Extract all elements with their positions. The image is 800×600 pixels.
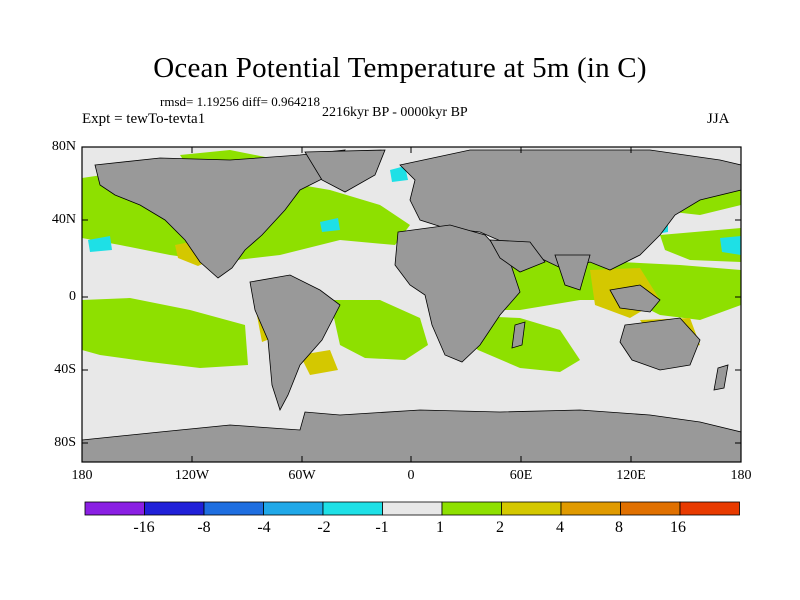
lon-tick-label: 120E [616,468,646,483]
experiment-label: Expt = tewTo-tevta1 [82,111,206,127]
colorbar-label: -1 [375,519,389,536]
lat-tick-label: 40N [51,212,76,227]
landmass-africa [394,224,521,363]
stats-label: rmsd= 1.19256 diff= 0.964218 [160,94,320,109]
colorbar [84,501,740,516]
colorbar-swatch [322,501,383,516]
landmass-india [554,254,591,291]
colorbar-label: 1 [436,519,444,536]
plot-title: Ocean Potential Temperature at 5m (in C) [153,52,647,84]
lat-tick-label: 40S [54,362,76,377]
colorbar-swatch [382,501,443,516]
colorbar-swatch [501,501,562,516]
colorbar-swatch [560,501,621,516]
lon-tick-label: 120W [174,468,210,483]
landmass-eurasia [399,149,742,271]
landmass-new-zealand [713,364,729,391]
lon-tick-label: 0 [407,468,415,483]
period-label: 2216kyr BP - 0000kyr BP [322,105,468,120]
landmass-greenland [304,149,386,193]
lon-tick-label: 180 [71,468,93,483]
colorbar-label: 4 [556,519,564,536]
colorbar-label: -8 [197,519,211,536]
colorbar-swatch [144,501,205,516]
lon-tick-label: 60E [509,468,533,483]
colorbar-swatch [620,501,681,516]
landmass-south-america [249,274,341,412]
landmass-madagascar [511,321,526,349]
landmass-north-america [94,149,346,279]
landmass-sea-islands [609,284,661,313]
lon-tick-label: 180 [730,468,752,483]
colorbar-label: 2 [496,519,504,536]
lat-tick-label: 80N [51,139,76,154]
colorbar-swatch [441,501,502,516]
landmass-arabia [489,239,546,273]
colorbar-swatch [679,501,740,516]
colorbar-label: -2 [317,519,331,536]
colorbar-label: -16 [133,519,155,536]
lat-tick-label: 80S [54,435,76,450]
colorbar-swatch [203,501,264,516]
colorbar-label: 8 [615,519,623,536]
colorbar-label: 16 [670,519,686,536]
land-masses [81,149,742,463]
season-label: JJA [707,111,730,127]
axis-ticks [81,146,742,462]
colorbar-swatch [263,501,324,516]
lon-tick-label: 60W [288,468,316,483]
lat-tick-label: 0 [69,289,76,304]
colorbar-swatch [84,501,145,516]
colorbar-label: -4 [257,519,271,536]
landmass-australia [619,317,701,371]
